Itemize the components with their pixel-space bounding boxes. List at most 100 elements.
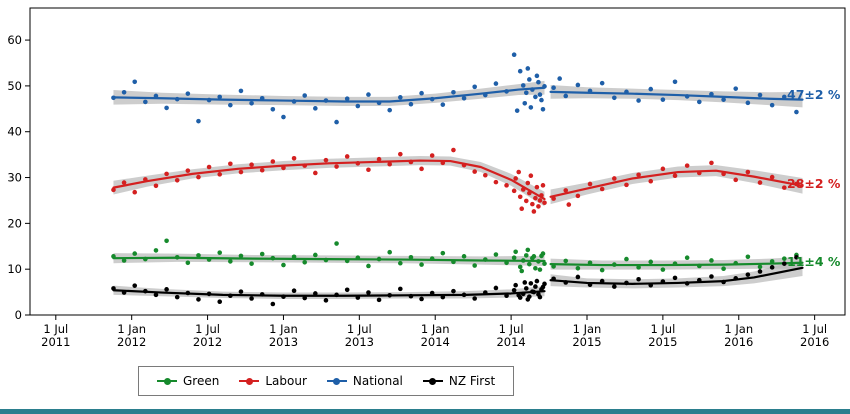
- data-point: [551, 264, 556, 269]
- data-point: [536, 259, 541, 264]
- data-point: [281, 165, 286, 171]
- data-point: [493, 81, 499, 86]
- data-point: [111, 286, 116, 291]
- data-point: [636, 276, 641, 282]
- data-point: [153, 292, 159, 298]
- data-point: [612, 284, 617, 289]
- data-point: [697, 263, 702, 269]
- data-point: [612, 262, 617, 267]
- data-point: [516, 169, 521, 175]
- data-point: [132, 283, 138, 288]
- data-point: [537, 267, 543, 272]
- data-point: [684, 163, 690, 168]
- confidence-band: [113, 156, 545, 207]
- data-point: [517, 194, 523, 200]
- data-point: [648, 259, 654, 265]
- data-point: [769, 259, 775, 264]
- data-point: [143, 256, 148, 262]
- data-point: [709, 258, 714, 263]
- data-point: [313, 291, 318, 296]
- data-point: [557, 76, 562, 81]
- data-point: [587, 260, 593, 266]
- trend-line: [549, 90, 804, 101]
- x-tick-label: 2014: [421, 335, 450, 349]
- data-point: [398, 95, 403, 100]
- data-point: [408, 159, 414, 165]
- data-point: [599, 186, 605, 192]
- legend-item-labour: Labour: [239, 374, 307, 388]
- x-tick-label: 1 Jul: [347, 322, 372, 336]
- legend-label: Labour: [265, 374, 307, 388]
- y-tick-label: 60: [7, 33, 22, 47]
- confidence-band: [550, 259, 803, 289]
- data-point: [483, 172, 488, 178]
- data-point: [408, 293, 414, 299]
- data-point: [270, 301, 276, 307]
- legend-label: NZ First: [448, 374, 496, 388]
- data-point: [523, 253, 529, 258]
- y-tick-label: 10: [7, 262, 22, 276]
- data-point: [132, 79, 138, 85]
- legend-marker-icon: [239, 376, 260, 386]
- data-point: [697, 170, 702, 176]
- data-point: [344, 96, 350, 102]
- data-point: [757, 269, 763, 274]
- data-point: [540, 106, 546, 112]
- data-point: [537, 92, 543, 97]
- data-point: [624, 280, 629, 286]
- data-point: [781, 256, 787, 261]
- chart-legend: Green Labour National NZ First: [138, 366, 515, 396]
- data-point: [366, 167, 371, 173]
- data-point: [334, 241, 339, 246]
- data-point: [563, 188, 569, 193]
- data-point: [504, 89, 509, 94]
- x-tick-label: 1 Jul: [195, 322, 220, 336]
- data-point: [483, 92, 488, 98]
- data-point: [587, 282, 593, 288]
- data-point: [794, 181, 799, 187]
- data-point: [520, 291, 526, 297]
- data-point: [238, 253, 244, 259]
- data-point: [313, 252, 318, 258]
- data-point: [721, 266, 726, 272]
- data-point: [660, 97, 666, 102]
- data-point: [408, 101, 414, 107]
- data-point: [660, 267, 666, 272]
- data-point: [660, 279, 666, 284]
- data-point: [451, 288, 456, 294]
- data-point: [551, 85, 556, 91]
- legend-marker-icon: [157, 376, 177, 386]
- data-point: [440, 160, 446, 166]
- data-point: [536, 79, 541, 85]
- data-point: [781, 185, 787, 190]
- data-point: [525, 247, 531, 253]
- data-point: [563, 93, 569, 99]
- data-point: [366, 92, 371, 97]
- bottom-strip: [0, 409, 850, 414]
- data-point: [539, 193, 544, 198]
- data-point: [217, 299, 223, 305]
- data-point: [302, 295, 308, 301]
- data-point: [398, 286, 403, 292]
- data-point: [334, 119, 339, 125]
- data-point: [534, 278, 540, 284]
- data-point: [525, 180, 531, 186]
- data-point: [132, 189, 138, 195]
- data-point: [531, 254, 537, 259]
- data-point: [733, 86, 739, 91]
- data-point: [206, 97, 212, 103]
- data-point: [281, 114, 286, 120]
- poll-trend-page: 0 10 20 30 40 50 60 1 Jul 2011 1 Jan 2012 1 Jul 2012…: [0, 7, 850, 414]
- legend-marker-icon: [422, 376, 443, 386]
- data-point: [493, 252, 499, 257]
- data-point: [270, 159, 276, 164]
- data-point: [153, 248, 159, 253]
- data-point: [517, 68, 523, 74]
- data-point: [387, 292, 392, 298]
- data-point: [539, 97, 544, 103]
- trend-line: [549, 261, 804, 267]
- data-point: [270, 106, 276, 112]
- data-point: [525, 66, 531, 71]
- data-point: [636, 172, 641, 178]
- data-point: [270, 255, 276, 261]
